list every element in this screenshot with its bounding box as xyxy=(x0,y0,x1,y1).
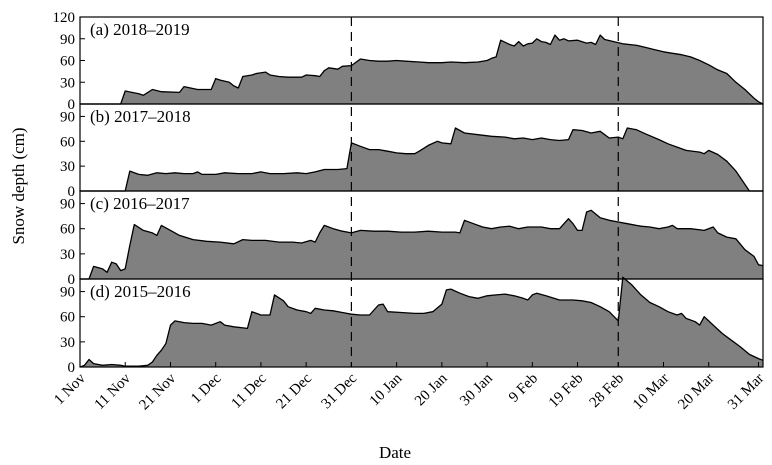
panel-3: 0 30 60 90 (c) 2016–2017 xyxy=(60,190,764,288)
y-tick-label: 90 xyxy=(60,32,75,48)
y-axis-title: Snow depth (cm) xyxy=(9,127,28,244)
panel-frame xyxy=(79,278,764,368)
x-tick-label: 11 Dec xyxy=(229,370,270,411)
y-tick-label: 60 xyxy=(60,134,75,150)
panels-group: 0 30 60 90 120 (a) 2018–2019 0 30 60 90 (b) 2017–2… xyxy=(53,10,764,376)
snow-depth-area xyxy=(80,210,763,279)
x-tick-label: 20 Jan xyxy=(412,370,451,409)
reference-lines xyxy=(350,17,619,367)
snow-depth-line xyxy=(80,34,764,105)
y-tick-label: 60 xyxy=(60,222,75,238)
x-tick-label: 31 Dec xyxy=(319,370,361,412)
y-tick-label: 0 xyxy=(68,184,76,200)
panel-label: (c) 2016–2017 xyxy=(90,194,190,213)
y-tick-label: 120 xyxy=(53,10,76,26)
x-tick-label: 21 Dec xyxy=(273,370,315,412)
y-tick-label: 0 xyxy=(68,272,76,288)
panel-2: 0 30 60 90 (b) 2017–2018 xyxy=(60,103,764,200)
x-axis: 1 Nov 11 Nov 21 Nov 1 Dec 11 Dec 21 Dec 31 Dec… xyxy=(51,362,767,413)
panel-4: 0 30 60 90 (d) 2015–2016 xyxy=(60,276,764,376)
x-axis-title: Date xyxy=(379,443,411,462)
x-tick-label: 1 Dec xyxy=(188,370,225,407)
snow-depth-area xyxy=(80,35,763,104)
snow-depth-area xyxy=(80,128,763,191)
y-tick-label: 30 xyxy=(60,247,75,263)
x-tick-label: 10 Mar xyxy=(630,371,672,413)
x-tick-label: 20 Mar xyxy=(675,371,717,413)
x-tick-label: 28 Feb xyxy=(587,371,627,411)
x-tick-label: 30 Jan xyxy=(457,370,496,409)
snow-depth-area xyxy=(80,277,763,367)
x-tick-label: 10 Jan xyxy=(367,370,406,409)
y-tick-label: 30 xyxy=(60,75,75,91)
y-tick-label: 90 xyxy=(60,285,75,301)
y-tick-label: 30 xyxy=(60,159,75,175)
panel-label: (a) 2018–2019 xyxy=(90,20,190,39)
snow-depth-line xyxy=(79,276,764,368)
y-tick-label: 30 xyxy=(60,335,75,351)
x-tick-label: 31 Mar xyxy=(725,371,767,413)
y-tick-label: 0 xyxy=(68,360,76,376)
panel-label: (b) 2017–2018 xyxy=(90,107,191,126)
y-tick-label: 60 xyxy=(60,54,75,70)
x-tick-label: 19 Feb xyxy=(546,371,586,411)
x-tick-label: 9 Feb xyxy=(506,371,541,406)
x-tick-label: 21 Nov xyxy=(136,370,179,413)
x-tick-label: 11 Nov xyxy=(92,370,135,413)
y-tick-label: 60 xyxy=(60,310,75,326)
y-tick-label: 90 xyxy=(60,197,75,213)
panel-label: (d) 2015–2016 xyxy=(90,282,191,301)
snow-depth-line xyxy=(80,127,763,192)
y-tick-label: 90 xyxy=(60,109,75,125)
snow-depth-line xyxy=(80,209,764,280)
panel-1: 0 30 60 90 120 (a) 2018–2019 xyxy=(53,10,764,113)
y-tick-label: 0 xyxy=(68,97,76,113)
